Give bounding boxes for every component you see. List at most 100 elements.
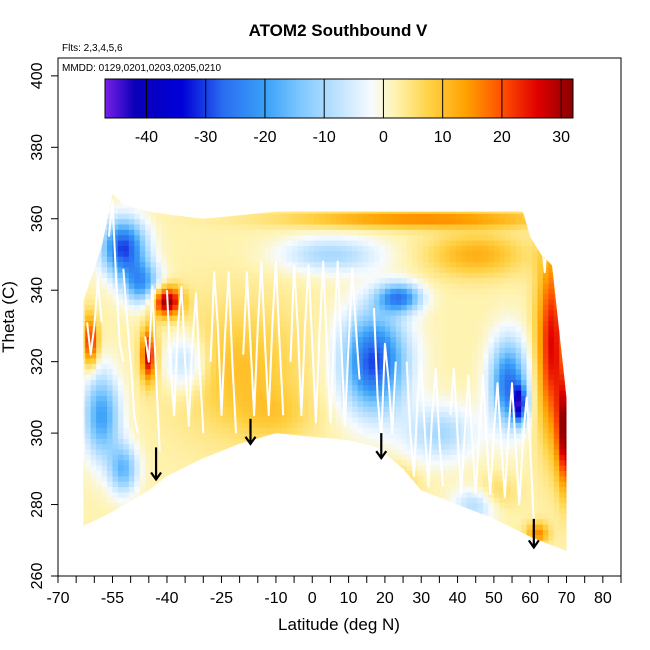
heatmap-cell [352, 411, 359, 418]
heatmap-cell [417, 449, 424, 455]
heatmap-cell [374, 250, 380, 257]
heatmap-cell [96, 358, 102, 364]
heatmap-cell [379, 331, 386, 338]
heatmap-cell [303, 352, 310, 359]
heatmap-cell [335, 379, 342, 386]
heatmap-cell [314, 352, 320, 359]
heatmap-cell [139, 481, 146, 488]
heatmap-cell [270, 336, 277, 343]
heatmap-cell [177, 277, 184, 284]
heatmap-cell [85, 427, 92, 434]
heatmap-cell [417, 470, 424, 477]
heatmap-cell [161, 293, 168, 300]
heatmap-cell [308, 250, 315, 257]
heatmap-cell [139, 256, 146, 263]
heatmap-cell [145, 245, 152, 252]
heatmap-cell [384, 390, 391, 396]
heatmap-cell [450, 245, 457, 252]
heatmap-cell [374, 406, 380, 413]
heatmap-cell [450, 325, 457, 332]
heatmap-cell [303, 336, 310, 343]
heatmap-cell [205, 320, 211, 327]
heatmap-cell [150, 218, 157, 225]
heatmap-cell [303, 406, 310, 413]
heatmap-cell [107, 422, 113, 429]
heatmap-cell [134, 331, 141, 338]
heatmap-cell [259, 250, 266, 257]
heatmap-cell [96, 315, 102, 321]
heatmap-cell [134, 481, 141, 488]
heatmap-cell [161, 218, 168, 225]
heatmap-cell [194, 379, 201, 386]
heatmap-cell [352, 272, 359, 279]
heatmap-cell [188, 256, 195, 263]
heatmap-cell [199, 218, 206, 225]
heatmap-cell [101, 336, 108, 343]
heatmap-cell [237, 277, 244, 284]
heatmap-cell [423, 336, 429, 343]
heatmap-cell [128, 320, 135, 327]
heatmap-cell [221, 266, 228, 273]
heatmap-cell [90, 363, 97, 370]
heatmap-cell [248, 325, 255, 332]
heatmap-cell [96, 422, 102, 429]
heatmap-cell [412, 240, 418, 246]
heatmap-cell [281, 315, 288, 321]
heatmap-cell [357, 325, 364, 332]
heatmap-cell [96, 261, 102, 268]
heatmap-cell [352, 379, 359, 386]
heatmap-cell [341, 293, 348, 300]
heatmap-cell [444, 358, 451, 364]
heatmap-cell [319, 213, 326, 220]
heatmap-cell [134, 486, 141, 493]
heatmap-cell [270, 213, 277, 220]
heatmap-cell [401, 283, 408, 289]
heatmap-cell [281, 374, 288, 380]
heatmap-cell [335, 384, 342, 391]
heatmap-cell [406, 384, 413, 391]
heatmap-cell [254, 266, 260, 273]
heatmap-cell [401, 427, 408, 434]
heatmap-cell [161, 261, 168, 268]
heatmap-cell [384, 261, 391, 268]
heatmap-cell [123, 422, 130, 429]
heatmap-cell [83, 518, 86, 525]
heatmap-cell [286, 224, 293, 230]
heatmap-cell [433, 240, 440, 246]
heatmap-cell [368, 218, 375, 225]
heatmap-cell [417, 443, 424, 450]
heatmap-cell [117, 417, 124, 423]
heatmap-cell [156, 234, 162, 241]
heatmap-cell [145, 411, 152, 418]
heatmap-cell [156, 229, 162, 236]
heatmap-cell [123, 234, 130, 241]
heatmap-cell [199, 358, 206, 364]
heatmap-cell [90, 502, 97, 509]
heatmap-cell [297, 336, 304, 343]
heatmap-cell [401, 384, 408, 391]
heatmap-cell [107, 342, 113, 348]
heatmap-cell [281, 261, 288, 268]
heatmap-cell [406, 277, 413, 284]
heatmap-cell [335, 390, 342, 396]
heatmap-cell [450, 358, 457, 364]
heatmap-cell [210, 374, 217, 380]
heatmap-cell [150, 256, 157, 263]
heatmap-cell [412, 379, 418, 386]
heatmap-cell [96, 433, 102, 439]
heatmap-cell [216, 390, 222, 396]
heatmap-cell [439, 347, 446, 354]
heatmap-cell [281, 229, 288, 236]
heatmap-cell [188, 395, 195, 402]
heatmap-cell [243, 266, 250, 273]
heatmap-cell [128, 352, 135, 359]
heatmap-cell [368, 272, 375, 279]
heatmap-cell [177, 213, 184, 220]
heatmap-cell [85, 508, 92, 514]
heatmap-cell [439, 256, 446, 263]
heatmap-cell [96, 266, 102, 273]
heatmap-cell [172, 352, 179, 359]
heatmap-cell [254, 218, 260, 225]
heatmap-cell [172, 325, 179, 332]
heatmap-cell [324, 400, 331, 407]
